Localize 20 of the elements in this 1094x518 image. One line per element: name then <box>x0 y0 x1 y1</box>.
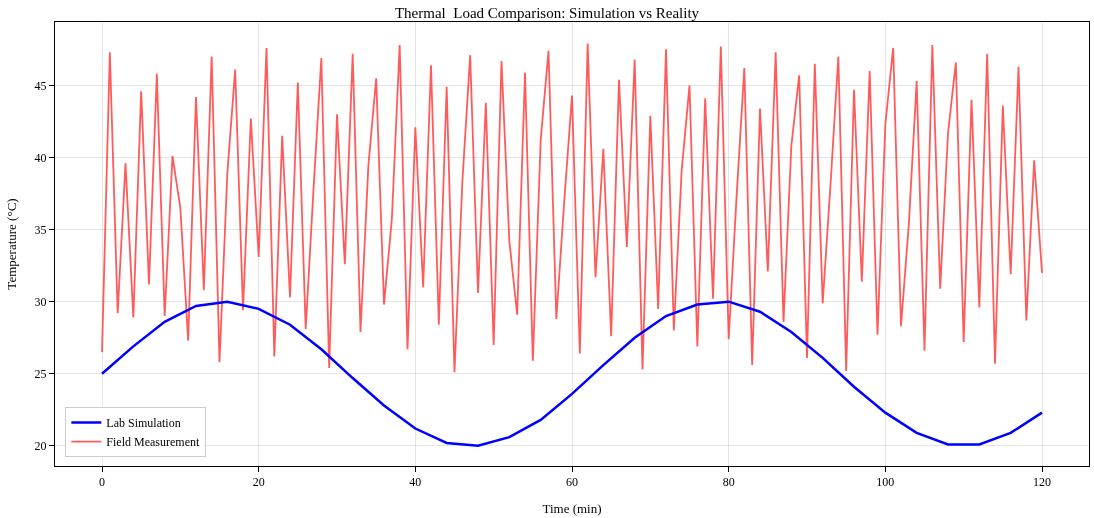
x-axis-title: Time (min) <box>542 501 602 516</box>
y-tick-label: 30 <box>34 294 47 309</box>
line-series <box>101 42 1043 374</box>
x-tick-label: 0 <box>99 475 105 490</box>
legend-label: Field Measurement <box>106 435 200 450</box>
y-tick-label: 25 <box>34 366 47 381</box>
y-tick-label: 20 <box>34 439 47 454</box>
x-tick-label: 120 <box>1033 475 1051 490</box>
x-tick-label: 40 <box>409 475 422 490</box>
legend-label: Lab Simulation <box>106 416 181 431</box>
x-tick-label: 60 <box>566 475 578 490</box>
y-tick-label: 45 <box>34 78 47 93</box>
line-series <box>100 300 1044 448</box>
chart-title: Thermal Load Comparison: Simulation vs Reality <box>394 5 700 22</box>
x-tick-label: 20 <box>252 475 265 490</box>
x-tick-label: 100 <box>876 475 895 490</box>
y-tick-label: 40 <box>34 150 47 165</box>
y-axis-title: Temperature (°C) <box>3 198 19 290</box>
x-tick-label: 80 <box>722 475 735 490</box>
y-tick-label: 35 <box>34 222 47 237</box>
